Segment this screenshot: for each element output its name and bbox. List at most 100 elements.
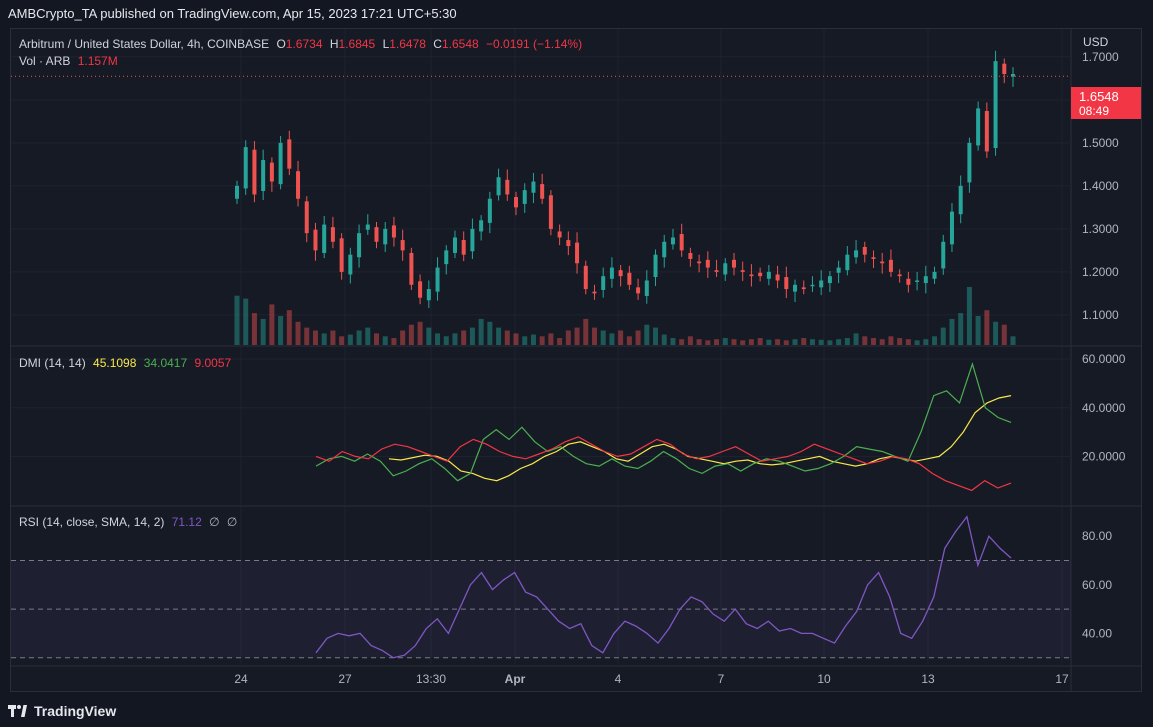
close-value: 1.6548 <box>441 37 479 51</box>
volume-bar <box>714 339 720 345</box>
open-value: 1.6734 <box>285 37 323 51</box>
publisher-line: AMBCrypto_TA published on TradingView.co… <box>8 6 457 21</box>
candle-body <box>339 238 344 272</box>
candle-body <box>243 147 248 189</box>
x-tick-label: 13:30 <box>416 672 446 686</box>
candle-body <box>714 270 719 272</box>
volume-bar <box>618 330 624 345</box>
candle-body <box>609 267 614 279</box>
x-tick-label: 24 <box>234 672 248 686</box>
volume-bar <box>278 316 284 345</box>
dmi-label: DMI (14, 14) <box>19 356 86 370</box>
candle-body <box>1011 74 1015 77</box>
symbol-name[interactable]: Arbitrum / United States Dollar, 4h, COI… <box>19 37 270 51</box>
dmi-legend[interactable]: DMI (14, 14) 45.1098 34.0417 9.0057 <box>19 356 235 370</box>
candle-body <box>923 276 928 284</box>
candle-body <box>522 190 527 204</box>
candle-body <box>766 271 771 279</box>
volume-bar <box>766 339 772 345</box>
candle-body <box>531 181 536 193</box>
volume-bar <box>408 324 414 345</box>
candle-body <box>418 281 423 298</box>
volume-bar <box>923 339 929 345</box>
candle-body <box>514 197 519 208</box>
rsi-legend[interactable]: RSI (14, close, SMA, 14, 2) 71.12 ∅ ∅ <box>19 515 241 529</box>
candle-body <box>287 139 292 169</box>
candle-body <box>906 278 911 285</box>
volume-bar <box>391 338 397 345</box>
volume-bar <box>400 330 406 345</box>
candle-body <box>322 224 327 253</box>
candle-body <box>636 287 641 294</box>
candle-body <box>976 108 981 146</box>
volume-bar <box>295 321 301 345</box>
candle-body <box>505 179 510 195</box>
candle-body <box>949 211 954 245</box>
volume-bar <box>330 330 336 345</box>
candle-body <box>348 254 353 275</box>
candle-body <box>697 261 702 264</box>
rsi-hidden-icon-2[interactable]: ∅ <box>226 515 238 529</box>
candle-body <box>862 246 867 255</box>
candle-body <box>793 284 798 292</box>
candle-body <box>836 267 841 273</box>
volume-bar <box>870 338 876 345</box>
change-value: −0.0191 (−1.14%) <box>486 37 583 51</box>
volume-bar <box>530 334 536 345</box>
volume-bar <box>417 321 423 345</box>
dmi-minus-di-line <box>315 436 1012 492</box>
volume-bar <box>600 330 606 345</box>
volume-bar <box>836 339 842 345</box>
candle-body <box>1002 63 1007 75</box>
candle-body <box>365 224 370 230</box>
volume-bar <box>356 330 362 345</box>
volume-bar <box>748 339 754 345</box>
volume-bar <box>696 339 702 345</box>
chart-canvas[interactable]: 24 27 13:30 Apr 4 7 10 13 17 1.1000 1.2000 1.3000 1.… <box>11 29 1141 691</box>
currency-label: USD <box>1083 35 1109 49</box>
candle-body <box>540 184 545 199</box>
candle-body <box>784 277 789 290</box>
volume-bar <box>522 336 528 345</box>
candle-body <box>566 240 571 247</box>
candle-body <box>391 225 396 238</box>
candle-body <box>601 276 606 290</box>
volume-bar <box>775 339 781 345</box>
price-tick-label: 1.1000 <box>1082 308 1119 322</box>
candle-body <box>330 227 335 242</box>
symbol-legend[interactable]: Arbitrum / United States Dollar, 4h, COI… <box>19 37 586 51</box>
candle-body <box>496 177 501 196</box>
candle-body <box>888 259 893 272</box>
volume-bar <box>827 340 833 345</box>
price-tick-label: 1.3000 <box>1082 222 1119 236</box>
volume-bar <box>914 340 920 345</box>
volume-label: Vol · ARB <box>19 54 71 68</box>
rsi-tick-label: 80.00 <box>1082 529 1112 543</box>
volume-legend[interactable]: Vol · ARB 1.157M <box>19 54 122 68</box>
volume-bar <box>504 330 510 345</box>
volume-bar <box>705 340 711 345</box>
candle-body <box>313 229 318 251</box>
volume-bar <box>635 330 641 345</box>
candle-body <box>932 271 937 279</box>
candle-body <box>557 231 562 238</box>
rsi-hidden-icon-1[interactable]: ∅ <box>209 515 220 529</box>
volume-bar <box>321 333 327 345</box>
volume-bar <box>792 339 798 345</box>
volume-bar <box>905 339 911 345</box>
dmi-tick-label: 60.0000 <box>1082 352 1126 366</box>
volume-bar <box>591 327 597 345</box>
chart-frame[interactable]: 24 27 13:30 Apr 4 7 10 13 17 1.1000 1.2000 1.3000 1.… <box>10 28 1142 692</box>
high-label: H <box>329 37 339 51</box>
rsi-line <box>315 515 1012 659</box>
volume-bar <box>260 318 266 345</box>
footer-brand[interactable]: TradingView <box>8 701 116 721</box>
candle-body <box>479 220 484 232</box>
volume-bar <box>993 321 999 345</box>
brand-name[interactable]: TradingView <box>34 703 117 719</box>
candle-body <box>827 276 832 284</box>
x-tick-label: 27 <box>338 672 352 686</box>
candle-body <box>958 185 963 215</box>
dmi-adx-value: 45.1098 <box>93 356 137 370</box>
volume-bar <box>234 295 240 345</box>
